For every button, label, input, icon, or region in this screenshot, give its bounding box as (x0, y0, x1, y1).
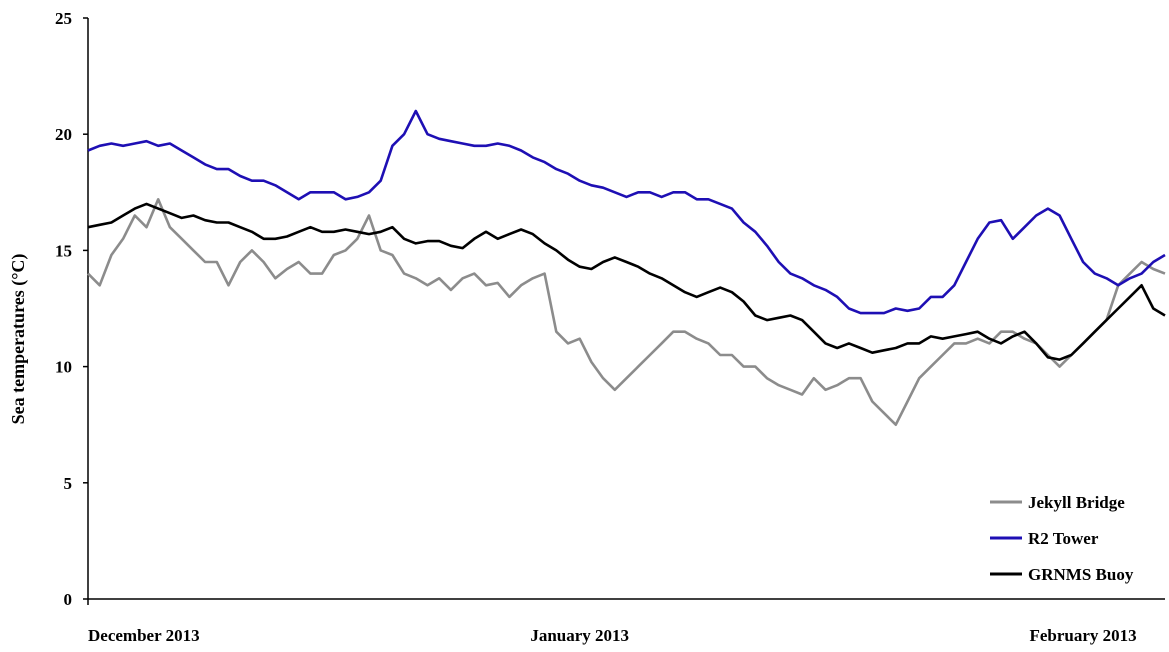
legend: Jekyll Bridge R2 Tower GRNMS Buoy (990, 493, 1134, 584)
series-line-3 (87, 202, 1166, 361)
y-tick-label: 25 (55, 9, 72, 28)
y-ticks: 0 5 10 15 20 25 (55, 9, 88, 609)
y-tick-label: 10 (55, 358, 72, 377)
y-axis-title: Sea temperatures (°C) (8, 254, 29, 425)
axes: 0 5 10 15 20 25 December 2013 January 2013 Febr… (55, 9, 1165, 645)
legend-label: GRNMS Buoy (1028, 565, 1134, 584)
series-group (87, 109, 1166, 426)
y-tick-label: 0 (64, 590, 73, 609)
y-tick-label: 20 (55, 125, 72, 144)
y-tick-label: 5 (64, 474, 73, 493)
x-tick-label: December 2013 (88, 626, 200, 645)
x-tick-label: January 2013 (530, 626, 629, 645)
legend-label: R2 Tower (1028, 529, 1099, 548)
legend-label: Jekyll Bridge (1028, 493, 1125, 512)
series-line-1 (87, 198, 1166, 426)
series-line-2 (87, 109, 1166, 315)
x-tick-label: February 2013 (1029, 626, 1136, 645)
x-ticks: December 2013 January 2013 February 2013 (87, 599, 1137, 645)
y-tick-label: 15 (55, 241, 72, 260)
